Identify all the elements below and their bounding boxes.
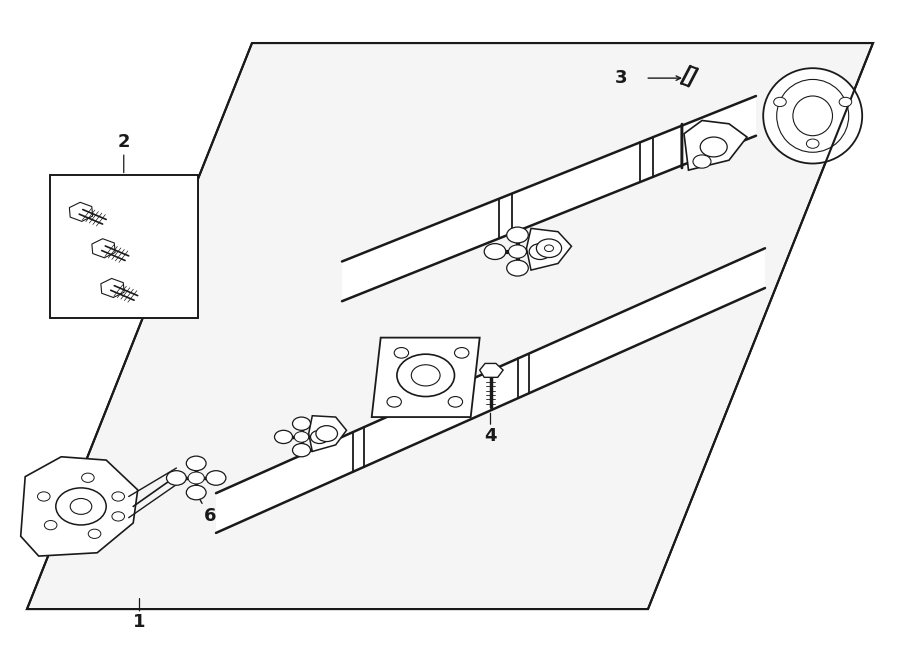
Polygon shape [480,363,503,377]
Circle shape [38,492,50,501]
Ellipse shape [763,68,862,164]
Circle shape [56,488,106,525]
Polygon shape [526,228,572,270]
Circle shape [507,260,528,276]
Polygon shape [50,175,198,318]
Polygon shape [27,43,873,609]
Circle shape [292,444,310,457]
Circle shape [44,520,57,530]
Circle shape [774,97,787,107]
Circle shape [82,473,94,483]
Polygon shape [69,203,93,221]
Circle shape [387,397,401,407]
Polygon shape [309,416,346,451]
Circle shape [484,244,506,260]
Circle shape [70,498,92,514]
Circle shape [411,365,440,386]
Circle shape [529,244,551,260]
Circle shape [274,430,292,444]
Polygon shape [372,338,480,417]
Polygon shape [21,457,138,556]
Circle shape [454,348,469,358]
Polygon shape [216,248,765,533]
Circle shape [693,155,711,168]
Circle shape [397,354,454,397]
Polygon shape [101,279,124,297]
Text: 1: 1 [133,613,146,632]
Circle shape [294,432,309,442]
Circle shape [292,417,310,430]
Circle shape [166,471,186,485]
Circle shape [448,397,463,407]
Text: 4: 4 [484,426,497,445]
Circle shape [544,245,554,252]
Text: 5: 5 [26,515,39,534]
Circle shape [839,97,851,107]
Circle shape [88,529,101,538]
Circle shape [310,430,328,444]
Circle shape [700,137,727,157]
Circle shape [508,245,526,258]
Circle shape [188,472,204,484]
Circle shape [806,139,819,148]
Circle shape [112,492,124,501]
Circle shape [186,456,206,471]
Text: 2: 2 [118,133,130,152]
Circle shape [536,239,562,258]
Polygon shape [342,96,756,301]
Circle shape [186,485,206,500]
Text: 6: 6 [203,506,216,525]
Circle shape [206,471,226,485]
Polygon shape [92,239,115,258]
Circle shape [507,227,528,243]
Text: 3: 3 [615,69,627,87]
Circle shape [112,512,124,521]
Circle shape [394,348,409,358]
Polygon shape [684,120,747,170]
Circle shape [316,426,338,442]
